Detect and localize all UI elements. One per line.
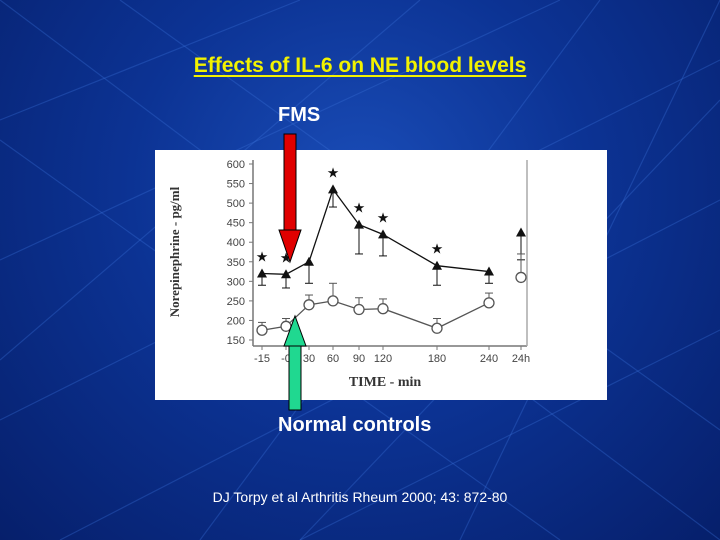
data-point (280, 320, 292, 332)
data-point (354, 219, 364, 229)
fms-label: FMS (278, 104, 321, 126)
y-tick-label: 400 (227, 237, 245, 249)
x-tick-label: 120 (374, 353, 392, 365)
significance-star: ★ (353, 201, 366, 217)
data-point (484, 266, 494, 276)
series-line (261, 300, 490, 331)
y-tick-label: 350 (227, 257, 245, 269)
data-point (377, 303, 389, 315)
x-tick-label: 60 (327, 353, 339, 365)
data-point (432, 260, 442, 270)
series-fms: ★ ★ ★ ★ ★ ★ (256, 165, 526, 289)
slide-title: Effects of IL-6 on NE blood levels (193, 54, 527, 77)
y-tick-label: 250 (227, 296, 245, 308)
series-line (261, 188, 490, 275)
chart-panel: 150 200 250 300 350 400 450 500 550 600 -15 -0 30 60 9… (155, 150, 607, 400)
data-point (483, 297, 495, 309)
y-tick-label: 200 (227, 315, 245, 327)
data-point (515, 271, 527, 284)
data-point (353, 303, 365, 316)
data-point (431, 322, 443, 334)
y-axis-label: Norepinephrine - pg/ml (167, 186, 182, 317)
x-tick-label: -15 (254, 353, 270, 365)
data-point (327, 295, 339, 307)
data-point (328, 184, 338, 194)
data-point (304, 256, 314, 266)
significance-star: ★ (280, 250, 293, 266)
y-tick-label: 550 (227, 179, 245, 191)
series-normal (256, 253, 527, 336)
norepinephrine-chart: 150 200 250 300 350 400 450 500 550 600 -15 -0 30 60 9… (167, 159, 530, 390)
x-tick-label: 30 (303, 353, 315, 365)
x-axis-label: TIME - min (349, 375, 422, 390)
y-tick-label: 450 (227, 218, 245, 230)
x-tick-label: 180 (428, 353, 446, 365)
data-point (257, 268, 267, 278)
data-point (303, 299, 315, 311)
data-point (256, 324, 268, 336)
y-tick-label: 500 (227, 198, 245, 210)
data-point (378, 229, 388, 239)
x-tick-label: -0 (281, 353, 291, 365)
y-tick-label: 300 (227, 276, 245, 288)
significance-star: ★ (256, 250, 269, 266)
significance-star: ★ (377, 210, 390, 226)
x-tick-label: 240 (480, 353, 498, 365)
citation: DJ Torpy et al Arthritis Rheum 2000; 43:… (212, 489, 508, 505)
x-tick-label: 24h (512, 353, 530, 365)
y-tick-label: 150 (227, 335, 245, 347)
x-tick-label: 90 (353, 353, 365, 365)
y-tick-label: 600 (227, 159, 245, 171)
significance-star: ★ (327, 165, 340, 181)
data-point (516, 227, 526, 237)
normal-controls-label: Normal controls (278, 414, 432, 436)
data-point (281, 269, 291, 279)
significance-star: ★ (431, 242, 444, 258)
